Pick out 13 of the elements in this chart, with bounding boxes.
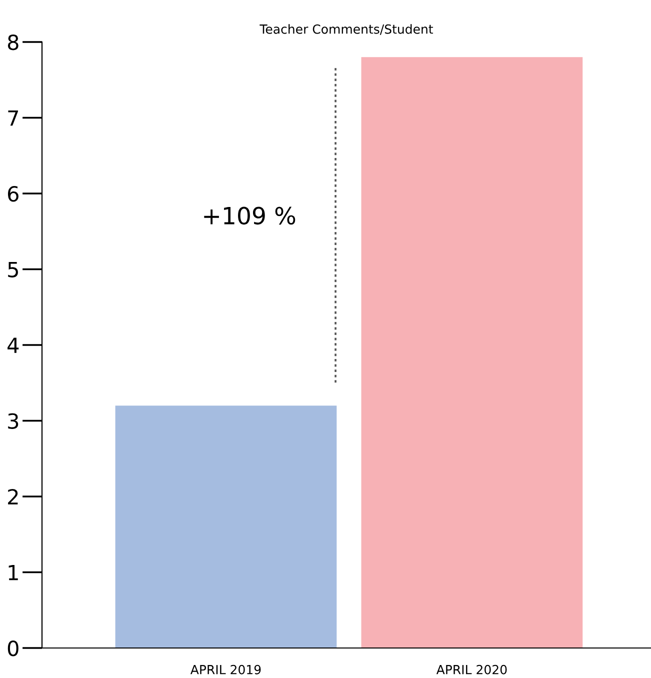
y-tick-label: 2 xyxy=(8,488,18,504)
y-tick-label: 5 xyxy=(8,262,18,278)
annotation: +109 % xyxy=(204,206,296,225)
y-tick-label: 6 xyxy=(8,186,18,202)
x-tick-label: APRIL 2020 xyxy=(436,664,507,674)
y-tick-label: 8 xyxy=(8,34,18,50)
y-tick-label: 4 xyxy=(8,338,19,353)
chart-title: Teacher Comments/Student xyxy=(260,24,434,35)
x-tick-label: APRIL 2019 xyxy=(190,664,261,674)
y-tick-label: 3 xyxy=(8,413,18,429)
y-tick-label: 7 xyxy=(8,110,18,126)
y-tick-label: 0 xyxy=(8,640,18,656)
y-tick-label: 1 xyxy=(8,564,18,580)
